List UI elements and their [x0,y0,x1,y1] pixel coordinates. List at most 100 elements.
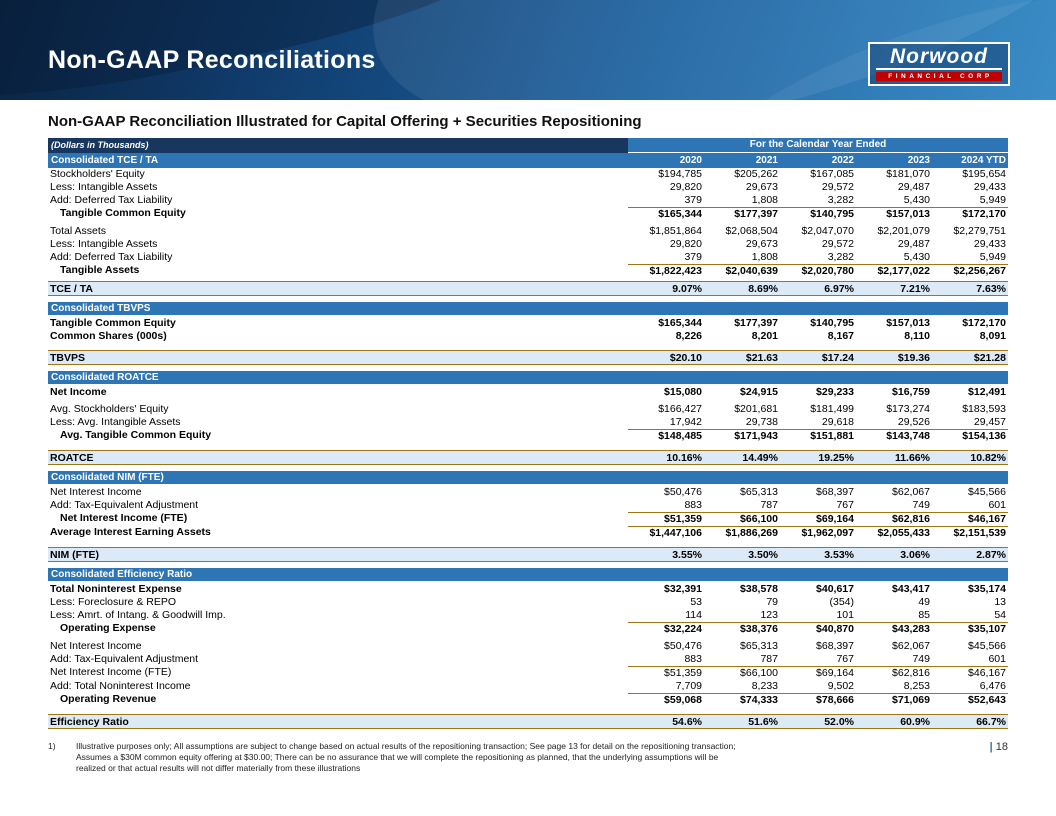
row-value: $2,020,780 [801,265,854,277]
row-values: $32,391 $38,578 $40,617 $43,417 $35,174 [628,583,1008,596]
row-value: 379 [684,251,702,263]
row-value: 29,457 [973,416,1006,428]
row-values: $20.10 $21.63 $17.24 $19.36 $21.28 [628,351,1008,364]
row-values: 9.07% 8.69% 6.97% 7.21% 7.63% [628,282,1008,295]
table-row: Average Interest Earning Assets $1,447,10… [48,526,1008,540]
row-label: Net Interest Income (FTE) [60,512,188,524]
row-value: $62,067 [892,640,930,652]
row-value: $21.28 [973,352,1006,364]
row-label: Net Income [50,386,107,398]
row-label: Add: Deferred Tax Liability [50,194,173,206]
row-value: 2.87% [976,549,1006,561]
row-label: Total Assets [50,225,107,237]
row-values: $194,785 $205,262 $167,085 $181,070 $195,654 [628,168,1008,181]
row-values: 379 1,808 3,282 5,430 5,949 [628,251,1008,264]
row-value: $51,359 [664,667,702,679]
footnote: 1) Illustrative purposes only; All assum… [48,741,748,774]
row-value: 8,167 [827,330,854,342]
table-row: Add: Tax-Equivalent Adjustment 883 787 767 7… [48,653,1008,666]
row-value: $2,068,504 [725,225,778,237]
row-value: $32,391 [664,583,702,595]
row-value: 3.50% [748,549,778,561]
row-value: 601 [988,653,1006,665]
row-value: 3,282 [827,251,854,263]
row-value: 29,433 [973,181,1006,193]
row-values: $59,068 $74,333 $78,666 $71,069 $52,643 [628,693,1008,707]
year-header: 2022 [831,155,854,166]
footnote-text: Illustrative purposes only; All assumpti… [76,741,736,773]
row-values: 883 787 767 749 601 [628,653,1008,666]
row-value: 114 [685,609,702,621]
table-section-title: Consolidated ROATCE [48,371,1008,384]
row-value: 29,820 [669,181,702,193]
row-value: 29,820 [669,238,702,250]
row-value: $40,870 [816,623,854,635]
row-value: (354) [829,596,854,608]
row-label: Add: Tax-Equivalent Adjustment [50,499,199,511]
row-value: 51.6% [748,716,778,728]
row-value: 5,949 [979,194,1006,206]
row-value: 8.69% [748,283,778,295]
row-value: $50,476 [664,640,702,652]
row-label: Less: Intangible Assets [50,238,158,250]
table-row: Tangible Common Equity $165,344 $177,397 $1… [48,317,1008,330]
row-value: $68,397 [816,640,854,652]
row-value: $62,816 [892,513,930,525]
row-value: $45,566 [968,486,1006,498]
row-value: 8,226 [675,330,702,342]
row-value: 8,253 [903,680,930,692]
year-header: 2024 YTD [961,155,1006,166]
row-value: $66,100 [740,513,778,525]
row-values: $51,359 $66,100 $69,164 $62,816 $46,167 [628,666,1008,680]
period-header: For the Calendar Year Ended [628,138,1008,153]
table-header-row: (Dollars in Thousands) For the Calendar … [48,138,1008,153]
year-header: 2021 [755,155,778,166]
row-value: 767 [836,653,854,665]
row-value: 7.21% [900,283,930,295]
row-value: 787 [760,499,778,511]
page-number: | 18 [990,741,1008,753]
table-row: Net Interest Income $50,476 $65,313 $68,397… [48,486,1008,499]
row-value: 3.06% [900,549,930,561]
row-value: $65,313 [740,640,778,652]
table-row: Operating Revenue $59,068 $74,333 $78,666 $7… [48,693,1008,707]
row-values: 10.16% 14.49% 19.25% 11.66% 10.82% [628,451,1008,464]
row-values: $165,344 $177,397 $140,795 $157,013 $172,170 [628,207,1008,221]
table-row: TBVPS $20.10 $21.63 $17.24 $19.36 $21.28 [48,350,1008,365]
row-value: $157,013 [886,208,930,220]
row-values: 53 79 (354) 49 13 [628,596,1008,609]
row-value: $1,822,423 [649,265,702,277]
row-value: 11.66% [894,452,930,464]
reconciliation-table: (Dollars in Thousands) For the Calendar … [48,138,1008,729]
row-value: $19.36 [897,352,930,364]
row-value: 49 [918,596,930,608]
table-row: Less: Avg. Intangible Assets 17,942 29,738… [48,416,1008,429]
row-value: $157,013 [886,317,930,329]
row-label: NIM (FTE) [50,549,99,561]
row-value: 29,673 [745,238,778,250]
row-value: $140,795 [810,317,854,329]
row-value: $20.10 [669,352,702,364]
row-values: 8,226 8,201 8,167 8,110 8,091 [628,330,1008,343]
row-value: $154,136 [962,430,1006,442]
row-value: $2,201,079 [877,225,930,237]
table-row: Add: Total Noninterest Income 7,709 8,233 9… [48,680,1008,693]
row-value: $21.63 [745,352,778,364]
row-values: 379 1,808 3,282 5,430 5,949 [628,194,1008,207]
table-body: Stockholders' Equity $194,785 $205,262 $167… [48,168,1008,729]
table-row: Less: Foreclosure & REPO 53 79 (354) 49 13 [48,596,1008,609]
row-value: 29,572 [821,238,854,250]
row-label: Tangible Common Equity [50,317,176,329]
row-label: Stockholders' Equity [50,168,145,180]
table-row: Net Interest Income $50,476 $65,313 $68,397… [48,640,1008,653]
row-label: Less: Intangible Assets [50,181,158,193]
row-value: $140,795 [810,208,854,220]
table-row: TCE / TA 9.07% 8.69% 6.97% 7.21% 7.63% [48,281,1008,296]
row-value: $148,485 [658,430,702,442]
row-values: $166,427 $201,681 $181,499 $173,274 $183,593 [628,403,1008,416]
row-value: $38,376 [740,623,778,635]
row-label: Avg. Stockholders' Equity [50,403,169,415]
row-value: 6.97% [824,283,854,295]
row-value: $51,359 [664,513,702,525]
row-value: $69,164 [816,513,854,525]
